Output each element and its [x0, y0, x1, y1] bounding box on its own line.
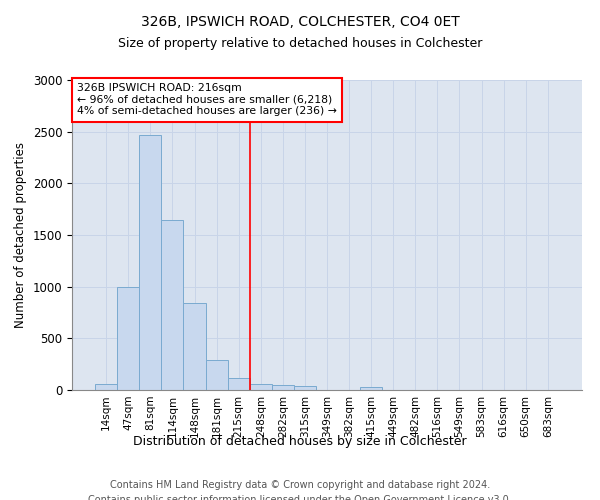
Bar [95, 384, 117, 390]
Bar [206, 360, 227, 390]
Text: Contains HM Land Registry data © Crown copyright and database right 2024.: Contains HM Land Registry data © Crown c… [110, 480, 490, 490]
Bar [139, 135, 161, 390]
Text: 326B, IPSWICH ROAD, COLCHESTER, CO4 0ET: 326B, IPSWICH ROAD, COLCHESTER, CO4 0ET [140, 15, 460, 29]
Bar [227, 378, 250, 390]
Text: Distribution of detached houses by size in Colchester: Distribution of detached houses by size … [133, 435, 467, 448]
Text: Size of property relative to detached houses in Colchester: Size of property relative to detached ho… [118, 38, 482, 51]
Bar [161, 220, 184, 390]
Bar [184, 303, 206, 390]
Bar [360, 387, 382, 390]
Bar [250, 384, 272, 390]
Bar [294, 386, 316, 390]
Bar [117, 286, 139, 390]
Text: Contains public sector information licensed under the Open Government Licence v3: Contains public sector information licen… [88, 495, 512, 500]
Text: 326B IPSWICH ROAD: 216sqm
← 96% of detached houses are smaller (6,218)
4% of sem: 326B IPSWICH ROAD: 216sqm ← 96% of detac… [77, 83, 337, 116]
Y-axis label: Number of detached properties: Number of detached properties [14, 142, 27, 328]
Bar [272, 385, 294, 390]
